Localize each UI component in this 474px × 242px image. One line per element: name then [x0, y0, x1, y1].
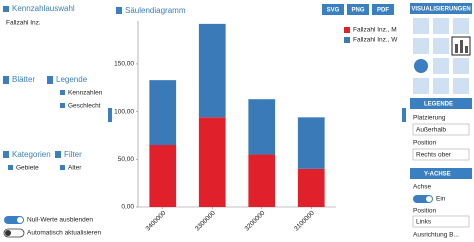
- icon: [55, 151, 61, 158]
- icon: [116, 7, 122, 14]
- chart-type-icons: [413, 18, 471, 94]
- chart-title: Säulendiagramm: [125, 6, 186, 15]
- y-tick-label: 150,00: [114, 61, 134, 68]
- field-label: Platzierung: [413, 115, 446, 122]
- field-label: Achse: [413, 184, 431, 191]
- icon: [47, 76, 53, 84]
- field-label: Position: [413, 140, 437, 147]
- dropdown-value: Rechts ober: [416, 152, 452, 159]
- y-tick-label: 100,00: [114, 108, 134, 115]
- bar-segment: [198, 117, 226, 207]
- legend-swatch: [344, 37, 350, 43]
- section-title: Kategorien: [12, 150, 51, 159]
- icon: [3, 151, 9, 158]
- x-tick-label: 3100000: [293, 209, 316, 232]
- dropdown[interactable]: [412, 215, 470, 228]
- bar-segment: [297, 117, 325, 169]
- field-label: Position: [413, 208, 437, 215]
- icon: [8, 165, 13, 170]
- list-item[interactable]: Geschlecht: [68, 103, 101, 110]
- toggle-label: Automatisch aktualisieren: [27, 230, 101, 237]
- bar-segment: [198, 23, 226, 118]
- x-tick-label: 3400000: [145, 209, 168, 232]
- panel-header: [410, 3, 472, 14]
- list-item[interactable]: Fallzahl Inz.: [6, 20, 41, 27]
- y-tick-label: 50,00: [118, 156, 135, 163]
- toggle-label: Ein: [436, 196, 446, 203]
- bar-segment: [248, 154, 276, 207]
- dropdown[interactable]: [412, 123, 470, 136]
- icon-part: [455, 44, 458, 53]
- toggle-knob: [17, 217, 23, 223]
- list-item[interactable]: Kennzahlen: [68, 90, 103, 97]
- panel-handle[interactable]: [402, 108, 406, 122]
- icon[interactable]: [453, 58, 469, 74]
- list-item[interactable]: Alter: [68, 165, 82, 172]
- icon[interactable]: [453, 78, 469, 94]
- dropdown-value: Links: [416, 219, 432, 226]
- icon: [60, 165, 65, 170]
- toggle-label: Null-Werte ausblenden: [27, 217, 93, 224]
- list-item[interactable]: Gebiete: [16, 165, 39, 172]
- button-label: SVG: [327, 8, 340, 14]
- header-title: LEGENDE: [424, 102, 453, 108]
- bar-segment: [248, 99, 276, 155]
- icon: [3, 6, 9, 12]
- button-label: PNG: [351, 8, 364, 14]
- panel-handle[interactable]: [108, 108, 112, 122]
- chart: 0,00 50,00 100,00 150,00 3400000 3300000 32000…: [114, 21, 398, 233]
- panel-header[interactable]: [410, 168, 472, 179]
- section-title: Filter: [64, 150, 82, 159]
- x-tick-label: 3300000: [194, 209, 217, 232]
- icon[interactable]: [433, 58, 449, 74]
- icon[interactable]: [413, 18, 429, 34]
- export-button[interactable]: [372, 4, 394, 15]
- y-tick-label: 0,00: [121, 204, 134, 211]
- icon-part: [460, 40, 463, 53]
- panel-header[interactable]: [410, 98, 472, 109]
- icon[interactable]: [413, 78, 429, 94]
- section-title: Kennzahlauswahl: [12, 4, 75, 13]
- x-tick-label: 3200000: [244, 209, 267, 232]
- icon[interactable]: [433, 18, 449, 34]
- dropdown-value: Außerhalb: [416, 127, 446, 134]
- icon[interactable]: [433, 38, 449, 54]
- icon[interactable]: [413, 38, 429, 54]
- header-title: Y-ACHSE: [424, 172, 451, 178]
- icon: [3, 76, 9, 84]
- export-button[interactable]: [322, 4, 344, 15]
- legend-label: Fallzahl Inz., M: [353, 27, 397, 34]
- bar-segment: [297, 168, 325, 207]
- toggle-knob: [5, 230, 11, 236]
- header-title: VISUALISIERUNGEN: [411, 7, 470, 13]
- export-button[interactable]: [347, 4, 369, 15]
- icon[interactable]: [414, 59, 428, 73]
- icon-part: [465, 46, 468, 53]
- dropdown[interactable]: [412, 148, 470, 161]
- legend-label: Fallzahl Inz., W: [353, 37, 398, 44]
- toggle-knob: [426, 196, 432, 202]
- icon: [60, 90, 65, 95]
- bar-segment: [149, 145, 177, 207]
- icon: [60, 103, 65, 108]
- section-title: Legende: [56, 75, 88, 84]
- icon[interactable]: [453, 18, 469, 34]
- icon[interactable]: [433, 78, 449, 94]
- legend-swatch: [344, 27, 350, 33]
- field-label: Ausrichtung B...: [413, 232, 459, 239]
- section-title: Blätter: [12, 75, 35, 84]
- button-label: PDF: [377, 8, 389, 14]
- bar-segment: [149, 80, 177, 145]
- left-panel: [0, 0, 108, 242]
